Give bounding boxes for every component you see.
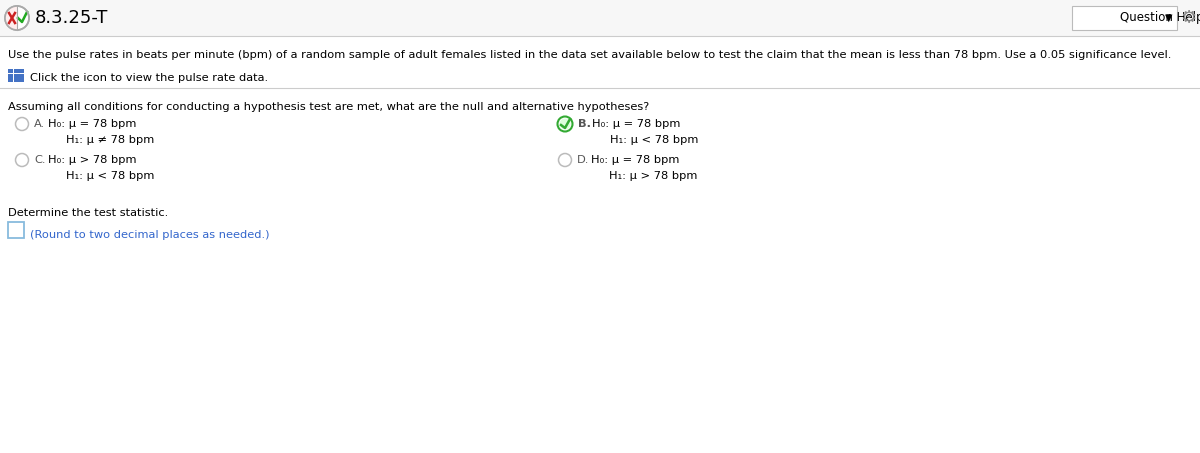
- Text: H₀: μ = 78 bpm: H₀: μ = 78 bpm: [592, 155, 679, 165]
- Text: H₀: μ = 78 bpm: H₀: μ = 78 bpm: [48, 119, 137, 129]
- Bar: [1072, 6, 1177, 30]
- Bar: [19, 73, 24, 77]
- Text: Click the icon to view the pulse rate data.: Click the icon to view the pulse rate da…: [30, 73, 268, 83]
- Text: Determine the test statistic.: Determine the test statistic.: [8, 208, 168, 218]
- Text: H₁: μ ≠ 78 bpm: H₁: μ ≠ 78 bpm: [66, 135, 155, 145]
- Circle shape: [558, 116, 572, 131]
- Circle shape: [16, 154, 29, 167]
- Text: 8.3.25-T: 8.3.25-T: [35, 9, 108, 27]
- Wedge shape: [5, 6, 17, 30]
- Bar: [8, 222, 24, 238]
- Text: (Round to two decimal places as needed.): (Round to two decimal places as needed.): [30, 230, 270, 240]
- Text: H₀: μ = 78 bpm: H₀: μ = 78 bpm: [592, 119, 680, 129]
- Text: H₁: μ < 78 bpm: H₁: μ < 78 bpm: [610, 135, 698, 145]
- Circle shape: [558, 154, 571, 167]
- Text: B.: B.: [578, 119, 592, 129]
- Bar: [13, 73, 18, 77]
- Text: D.: D.: [577, 155, 589, 165]
- Text: Assuming all conditions for conducting a hypothesis test are met, what are the n: Assuming all conditions for conducting a…: [8, 102, 649, 112]
- Text: Use the pulse rates in beats per minute (bpm) of a random sample of adult female: Use the pulse rates in beats per minute …: [8, 50, 1171, 60]
- Text: ▼: ▼: [1165, 13, 1172, 23]
- Bar: [8, 78, 13, 82]
- Bar: [13, 78, 18, 82]
- Bar: [19, 69, 24, 73]
- Bar: [8, 73, 13, 77]
- Text: A.: A.: [34, 119, 46, 129]
- Text: H₁: μ > 78 bpm: H₁: μ > 78 bpm: [610, 171, 697, 181]
- Bar: [8, 69, 13, 73]
- Circle shape: [559, 119, 570, 130]
- Text: H₁: μ < 78 bpm: H₁: μ < 78 bpm: [66, 171, 155, 181]
- Bar: [19, 78, 24, 82]
- Bar: [13, 69, 18, 73]
- Text: C.: C.: [34, 155, 46, 165]
- Circle shape: [5, 6, 29, 30]
- Circle shape: [16, 117, 29, 130]
- Text: Question Help: Question Help: [1120, 11, 1200, 24]
- Bar: [0, 0, 1200, 36]
- Text: H₀: μ > 78 bpm: H₀: μ > 78 bpm: [48, 155, 137, 165]
- Text: ⚙: ⚙: [1180, 9, 1196, 27]
